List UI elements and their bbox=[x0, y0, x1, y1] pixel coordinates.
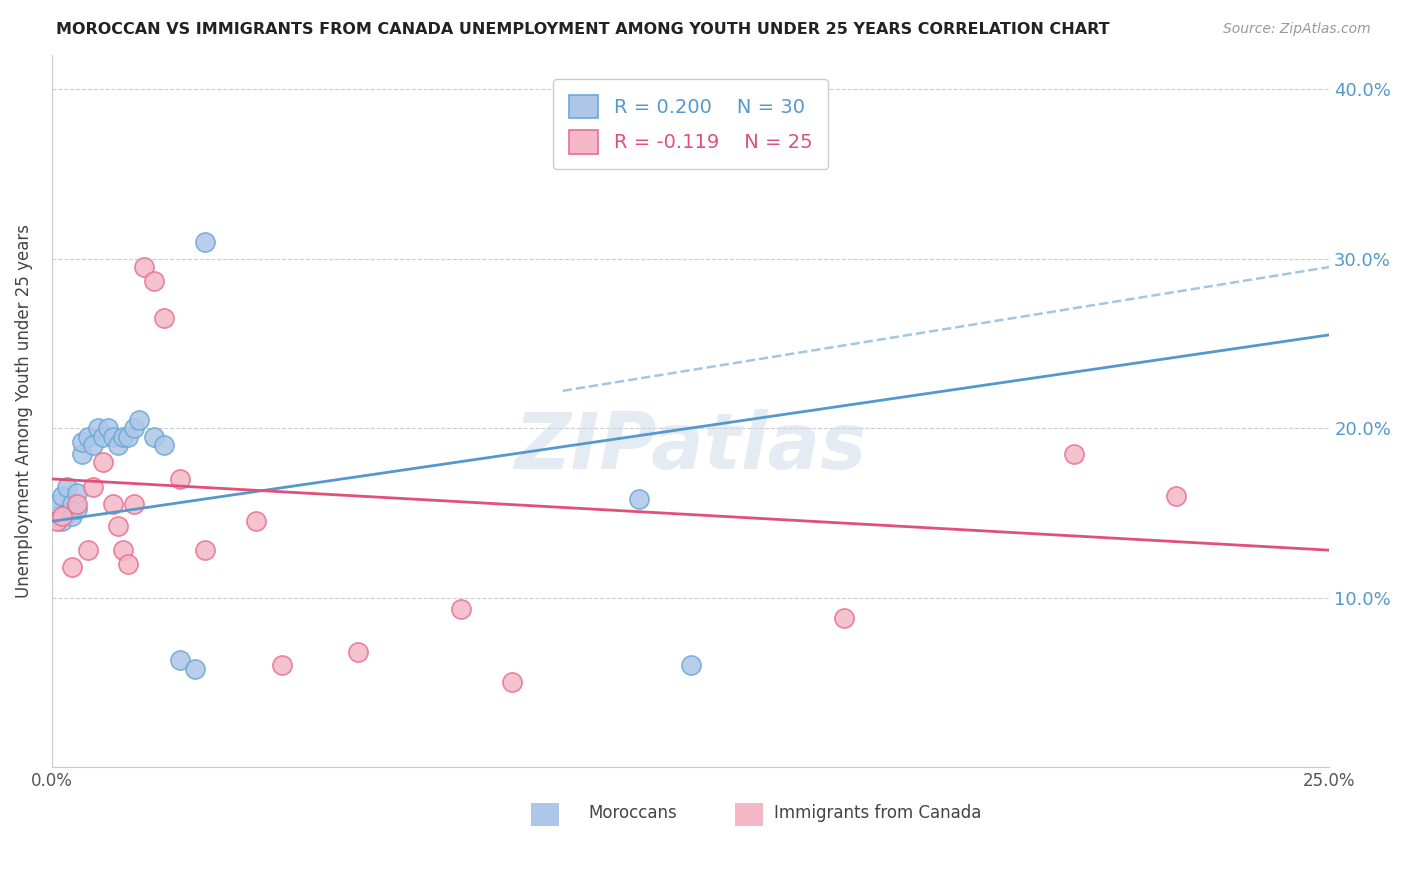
Text: ZIPatlas: ZIPatlas bbox=[515, 409, 866, 484]
Point bbox=[117, 429, 139, 443]
Legend: R = 0.200    N = 30, R = -0.119    N = 25: R = 0.200 N = 30, R = -0.119 N = 25 bbox=[554, 79, 828, 169]
Point bbox=[101, 429, 124, 443]
Point bbox=[66, 497, 89, 511]
Point bbox=[128, 412, 150, 426]
Point bbox=[107, 519, 129, 533]
Point bbox=[91, 429, 114, 443]
Point bbox=[501, 675, 523, 690]
Point bbox=[122, 421, 145, 435]
Point bbox=[169, 653, 191, 667]
Text: Immigrants from Canada: Immigrants from Canada bbox=[773, 805, 981, 822]
Point bbox=[1164, 489, 1187, 503]
Point bbox=[76, 429, 98, 443]
Point bbox=[628, 492, 651, 507]
Y-axis label: Unemployment Among Youth under 25 years: Unemployment Among Youth under 25 years bbox=[15, 224, 32, 599]
Point bbox=[76, 543, 98, 558]
Point bbox=[142, 429, 165, 443]
Text: Source: ZipAtlas.com: Source: ZipAtlas.com bbox=[1223, 22, 1371, 37]
Point bbox=[245, 514, 267, 528]
Point bbox=[60, 509, 83, 524]
Point bbox=[97, 421, 120, 435]
Point bbox=[450, 602, 472, 616]
Point bbox=[45, 514, 67, 528]
Point bbox=[153, 310, 176, 325]
Point bbox=[194, 543, 217, 558]
Point bbox=[91, 455, 114, 469]
Point bbox=[112, 429, 135, 443]
Point bbox=[72, 434, 94, 449]
Text: MOROCCAN VS IMMIGRANTS FROM CANADA UNEMPLOYMENT AMONG YOUTH UNDER 25 YEARS CORRE: MOROCCAN VS IMMIGRANTS FROM CANADA UNEMP… bbox=[56, 22, 1109, 37]
Point bbox=[60, 497, 83, 511]
Point bbox=[832, 611, 855, 625]
Point bbox=[122, 497, 145, 511]
Point bbox=[347, 645, 370, 659]
Point bbox=[1063, 446, 1085, 460]
Point bbox=[82, 480, 104, 494]
Point bbox=[87, 421, 110, 435]
Point bbox=[51, 514, 73, 528]
Point bbox=[270, 658, 292, 673]
Point bbox=[132, 260, 155, 274]
Point bbox=[66, 485, 89, 500]
Point bbox=[72, 446, 94, 460]
Point bbox=[112, 543, 135, 558]
Point bbox=[153, 438, 176, 452]
Point bbox=[51, 509, 73, 524]
Point bbox=[107, 438, 129, 452]
Point bbox=[117, 557, 139, 571]
Text: Moroccans: Moroccans bbox=[588, 805, 678, 822]
Point bbox=[142, 274, 165, 288]
Point bbox=[82, 438, 104, 452]
Point bbox=[184, 662, 207, 676]
Point bbox=[194, 235, 217, 249]
Point bbox=[51, 489, 73, 503]
Point bbox=[45, 497, 67, 511]
Point bbox=[56, 506, 79, 520]
Point bbox=[60, 560, 83, 574]
Point bbox=[56, 480, 79, 494]
Point bbox=[169, 472, 191, 486]
Point bbox=[45, 509, 67, 524]
Point bbox=[101, 497, 124, 511]
Point bbox=[679, 658, 702, 673]
Point bbox=[66, 502, 89, 516]
